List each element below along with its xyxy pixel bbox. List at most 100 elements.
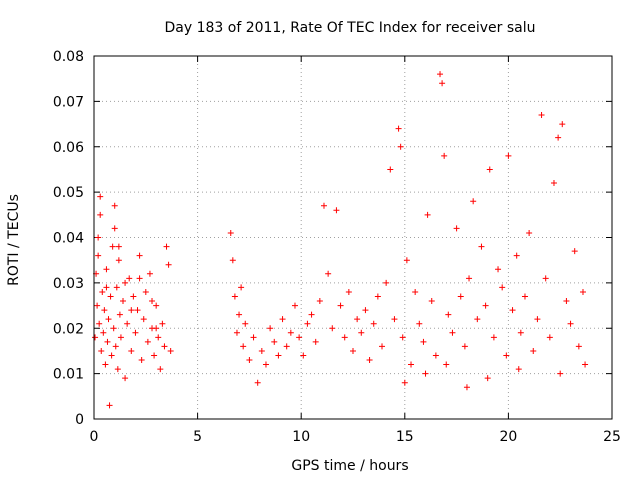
data-point [441,152,448,159]
data-point [242,320,249,327]
x-axis-label: GPS time / hours [291,458,408,474]
data-point [136,252,143,259]
grid-lines [94,56,612,419]
data-points [92,71,589,409]
data-point [463,384,470,391]
data-point [437,71,444,78]
data-point [111,225,118,232]
data-point [550,180,557,187]
data-point [161,343,168,350]
data-point [345,288,352,295]
data-point [538,111,545,118]
y-tick-label: 0.05 [53,185,84,201]
data-point [120,298,127,305]
data-point [291,302,298,309]
data-point [140,316,147,323]
data-point [167,347,174,354]
data-point [163,243,170,250]
data-point [115,257,122,264]
data-point [98,347,105,354]
data-point [399,334,406,341]
data-point [95,234,102,241]
data-point [325,270,332,277]
data-point [130,293,137,300]
data-point [92,334,99,341]
data-point [109,243,116,250]
data-point [153,325,160,332]
data-point [316,298,323,305]
x-tick-label: 25 [603,429,621,445]
data-point [374,293,381,300]
data-point [354,316,361,323]
data-point [99,288,106,295]
data-point [582,361,589,368]
data-point [312,338,319,345]
data-point [517,329,524,336]
data-point [102,361,109,368]
data-point [104,338,111,345]
data-point [304,320,311,327]
data-point [555,134,562,141]
data-point [124,320,131,327]
data-point [432,352,439,359]
data-point [503,352,510,359]
data-point [94,302,101,309]
data-point [250,334,257,341]
data-point [110,325,117,332]
data-point [391,316,398,323]
data-point [159,320,166,327]
data-point [484,375,491,382]
data-point [229,257,236,264]
y-tick-label: 0.08 [53,49,84,65]
data-point [428,298,435,305]
y-tick-label: 0.03 [53,276,84,292]
data-point [439,80,446,87]
data-point [108,352,115,359]
data-point [113,284,120,291]
data-point [337,302,344,309]
data-point [112,343,119,350]
y-axis-label: ROTI / TECUs [6,194,22,286]
data-point [474,316,481,323]
data-point [542,275,549,282]
data-point [490,334,497,341]
data-point [233,329,240,336]
data-point [132,329,139,336]
data-point [453,225,460,232]
data-point [379,343,386,350]
data-point [115,243,122,250]
chart-title: Day 183 of 2011, Rate Of TEC Index for r… [164,20,535,36]
data-point [254,379,261,386]
data-point [350,347,356,354]
data-point [240,343,247,350]
data-point [97,211,104,218]
data-point [478,243,485,250]
x-tick-label: 10 [292,429,310,445]
data-point [157,366,164,373]
data-point [275,352,282,359]
data-point [443,361,450,368]
data-point [445,311,452,318]
data-point [146,270,153,277]
data-point [515,366,522,373]
data-point [100,329,107,336]
data-point [495,266,502,273]
x-tick-label: 20 [499,429,517,445]
data-point [126,275,133,282]
data-point [412,288,419,295]
data-point [267,325,274,332]
data-point [383,279,390,286]
data-point [505,152,512,159]
data-point [571,248,578,255]
data-point [486,166,493,173]
data-point [546,334,553,341]
data-point [151,352,158,359]
data-point [534,316,541,323]
data-point [449,329,456,336]
data-point [149,298,156,305]
data-point [231,293,238,300]
y-tick-label: 0.02 [53,321,84,337]
data-point [142,288,149,295]
data-point [96,320,103,327]
data-point [128,307,135,314]
